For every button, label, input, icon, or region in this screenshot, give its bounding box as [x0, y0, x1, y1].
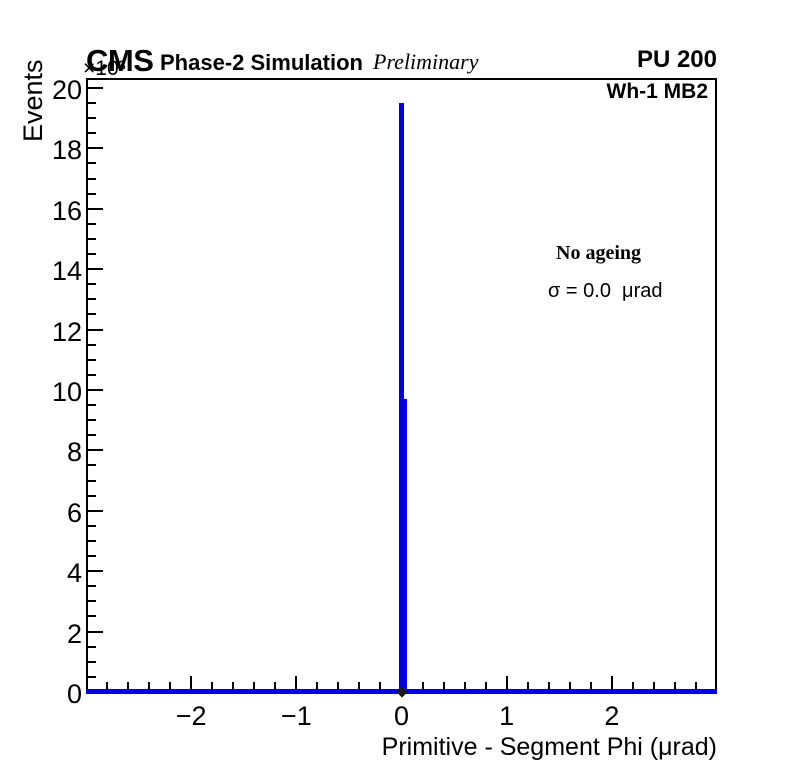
y-tick-label: 0 — [66, 679, 82, 709]
x-axis-title: Primitive - Segment Phi (μrad) — [381, 733, 717, 761]
x-tick-label: 1 — [499, 701, 515, 731]
y-tick-label: 16 — [51, 195, 82, 226]
y-minor-tick — [88, 192, 96, 195]
y-minor-tick — [88, 237, 96, 240]
x-minor-tick — [484, 682, 487, 690]
x-tick-label: 0 — [393, 701, 410, 731]
x-minor-tick — [421, 682, 424, 690]
y-major-tick — [88, 388, 103, 391]
x-minor-tick — [337, 682, 340, 690]
y-minor-tick — [88, 102, 96, 105]
y-minor-tick — [88, 615, 96, 618]
x-minor-tick — [568, 682, 571, 690]
x-major-tick — [295, 676, 298, 690]
chamber-label: Wh-1 MB2 — [606, 80, 709, 103]
y-minor-tick — [88, 585, 96, 588]
x-minor-tick — [379, 682, 382, 690]
y-minor-tick — [88, 464, 96, 467]
x-minor-tick — [148, 682, 151, 690]
y-minor-tick — [88, 524, 96, 527]
x-minor-tick — [274, 682, 277, 690]
y-major-tick — [88, 570, 103, 573]
x-minor-tick — [547, 682, 550, 690]
y-tick-label: 18 — [51, 135, 82, 166]
x-minor-tick — [106, 682, 109, 690]
x-minor-tick — [127, 682, 130, 690]
preliminary-label: Preliminary — [373, 49, 479, 74]
x-tick-label: −1 — [280, 701, 312, 731]
x-minor-tick — [169, 682, 172, 690]
y-minor-tick — [88, 132, 96, 135]
x-minor-tick — [211, 682, 214, 690]
y-major-tick — [88, 449, 103, 452]
y-major-tick — [88, 207, 103, 210]
x-minor-tick — [253, 682, 256, 690]
y-minor-tick — [88, 358, 96, 361]
y-minor-tick — [88, 222, 96, 225]
y-minor-tick — [88, 373, 96, 376]
x-tick-label: −2 — [175, 701, 207, 731]
y-minor-tick — [88, 177, 96, 180]
x-minor-tick — [442, 682, 445, 690]
ageing-annotation: No ageing — [556, 242, 641, 264]
sigma-annotation: σ = 0.0 μrad — [548, 280, 663, 302]
y-minor-tick — [88, 479, 96, 482]
histogram-bin — [399, 103, 404, 692]
x-minor-tick — [673, 682, 676, 690]
y-minor-tick — [88, 660, 96, 663]
y-tick-label: 10 — [51, 376, 82, 407]
y-minor-tick — [88, 539, 96, 542]
x-minor-tick — [631, 682, 634, 690]
x-minor-tick — [316, 682, 319, 690]
y-minor-tick — [88, 283, 96, 286]
y-minor-tick — [88, 600, 96, 603]
y-tick-label: 14 — [51, 256, 82, 287]
y-minor-tick — [88, 404, 96, 407]
phase2-simulation-label: Phase-2 Simulation — [160, 50, 363, 75]
y-minor-tick — [88, 117, 96, 120]
x-minor-tick — [232, 682, 235, 690]
y-minor-tick — [88, 298, 96, 301]
x-minor-tick — [652, 682, 655, 690]
y-minor-tick — [88, 494, 96, 497]
y-tick-label: 8 — [66, 437, 82, 468]
x-major-tick — [505, 676, 508, 690]
y-axis-multiplier: ×10³ — [83, 57, 126, 80]
y-tick-label: 20 — [51, 74, 82, 105]
y-minor-tick — [88, 162, 96, 165]
y-tick-label: 4 — [66, 558, 82, 589]
x-minor-tick — [694, 682, 697, 690]
y-minor-tick — [88, 645, 96, 648]
x-minor-tick — [526, 682, 529, 690]
y-major-tick — [88, 86, 103, 89]
x-major-tick — [610, 676, 613, 690]
y-major-tick — [88, 268, 103, 271]
y-minor-tick — [88, 675, 96, 678]
y-minor-tick — [88, 434, 96, 437]
x-minor-tick — [463, 682, 466, 690]
cms-logo-text: CMS — [86, 43, 154, 78]
y-minor-tick — [88, 419, 96, 422]
y-minor-tick — [88, 555, 96, 558]
x-minor-tick — [358, 682, 361, 690]
y-major-tick — [88, 630, 103, 633]
x-major-tick — [190, 676, 193, 690]
pileup-label: PU 200 — [636, 46, 717, 73]
x-tick-label: 2 — [604, 701, 620, 731]
y-minor-tick — [88, 313, 96, 316]
x-minor-tick — [589, 682, 592, 690]
y-major-tick — [88, 328, 103, 331]
y-tick-label: 12 — [51, 316, 82, 347]
y-minor-tick — [88, 253, 96, 256]
y-major-tick — [88, 147, 103, 150]
y-tick-label: 2 — [66, 618, 82, 649]
histogram-bin — [404, 399, 408, 692]
y-minor-tick — [88, 343, 96, 346]
y-major-tick — [88, 509, 103, 512]
y-tick-label: 6 — [66, 497, 82, 528]
